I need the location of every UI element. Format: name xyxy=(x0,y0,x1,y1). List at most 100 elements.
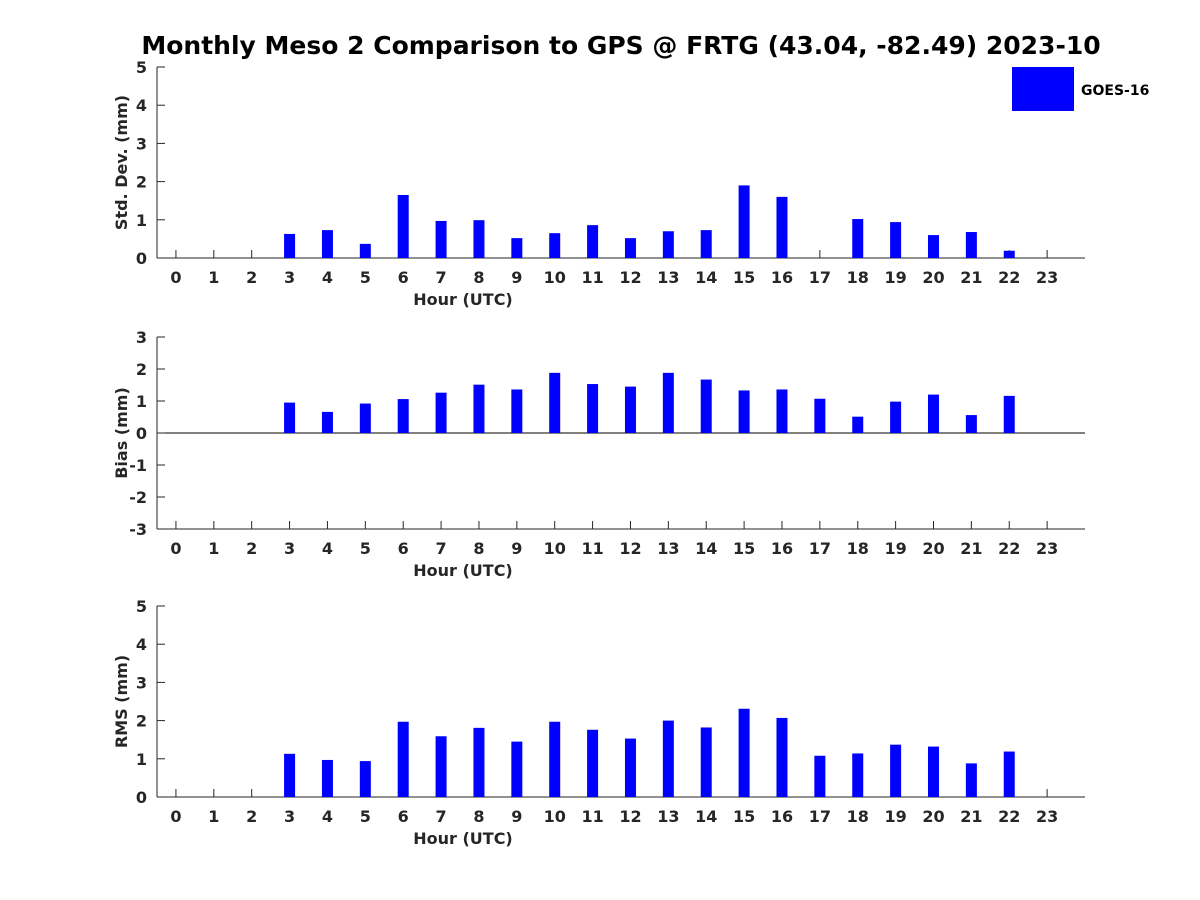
bar-hour-19 xyxy=(890,744,902,797)
bar-hour-19 xyxy=(890,222,902,258)
bar-hour-14 xyxy=(700,727,712,797)
y-tick-label: 2 xyxy=(136,173,147,192)
bar-hour-6 xyxy=(397,194,409,258)
x-tick-label: 10 xyxy=(544,268,566,287)
x-tick-label: 12 xyxy=(619,268,641,287)
x-tick-label: 16 xyxy=(771,268,793,287)
bar-hour-11 xyxy=(587,384,599,433)
x-axis-label: Hour (UTC) xyxy=(413,290,513,309)
x-axis-label: Hour (UTC) xyxy=(413,561,513,580)
y-tick-label: 4 xyxy=(136,96,147,115)
x-tick-label: 23 xyxy=(1036,539,1058,558)
bar-hour-15 xyxy=(738,708,750,797)
legend: GOES-16 xyxy=(1012,67,1149,111)
x-tick-label: 2 xyxy=(246,807,257,826)
x-tick-label: 14 xyxy=(695,807,717,826)
y-axis-label: RMS (mm) xyxy=(112,655,131,748)
x-tick-label: 10 xyxy=(544,807,566,826)
x-tick-label: 4 xyxy=(322,539,333,558)
x-tick-label: 6 xyxy=(398,807,409,826)
x-tick-label: 21 xyxy=(960,539,982,558)
bar-hour-20 xyxy=(927,394,939,433)
y-tick-label: -2 xyxy=(129,488,147,507)
bar-hour-9 xyxy=(511,238,523,258)
bar-hour-20 xyxy=(927,235,939,258)
legend-swatch xyxy=(1012,67,1074,111)
x-tick-label: 3 xyxy=(284,539,295,558)
x-tick-label: 17 xyxy=(809,268,831,287)
bar-hour-12 xyxy=(624,386,636,433)
x-tick-label: 12 xyxy=(619,807,641,826)
x-axis-label: Hour (UTC) xyxy=(413,829,513,848)
bar-hour-10 xyxy=(549,233,561,258)
x-tick-label: 15 xyxy=(733,268,755,287)
x-tick-label: 15 xyxy=(733,539,755,558)
y-axis-label: Std. Dev. (mm) xyxy=(112,95,131,230)
x-tick-label: 18 xyxy=(847,268,869,287)
bar-hour-12 xyxy=(624,238,636,258)
bar-hour-19 xyxy=(890,401,902,433)
bar-hour-12 xyxy=(624,738,636,797)
bar-hour-21 xyxy=(965,415,977,433)
bar-hour-3 xyxy=(284,233,296,258)
y-tick-label: 2 xyxy=(136,712,147,731)
x-tick-label: 21 xyxy=(960,807,982,826)
x-tick-label: 16 xyxy=(771,539,793,558)
bar-hour-13 xyxy=(662,231,674,258)
x-tick-label: 9 xyxy=(511,539,522,558)
y-tick-label: 3 xyxy=(136,328,147,347)
x-tick-label: 4 xyxy=(322,807,333,826)
x-tick-label: 14 xyxy=(695,539,717,558)
bar-hour-20 xyxy=(927,746,939,797)
y-tick-label: 0 xyxy=(136,424,147,443)
x-tick-label: 5 xyxy=(360,539,371,558)
chart-title: Monthly Meso 2 Comparison to GPS @ FRTG … xyxy=(141,31,1100,60)
y-tick-label: 4 xyxy=(136,635,147,654)
x-tick-label: 13 xyxy=(657,807,679,826)
bar-hour-9 xyxy=(511,389,523,433)
bar-hour-11 xyxy=(587,225,599,258)
y-axis-label: Bias (mm) xyxy=(112,387,131,479)
x-tick-label: 3 xyxy=(284,268,295,287)
bar-hour-5 xyxy=(359,243,371,258)
x-tick-label: 22 xyxy=(998,807,1020,826)
x-tick-label: 19 xyxy=(884,268,906,287)
y-tick-label: 3 xyxy=(136,134,147,153)
bar-hour-3 xyxy=(284,402,296,433)
bar-hour-8 xyxy=(473,384,485,433)
bar-hour-16 xyxy=(776,389,788,433)
x-tick-label: 6 xyxy=(398,268,409,287)
x-tick-label: 19 xyxy=(884,807,906,826)
y-tick-label: 0 xyxy=(136,788,147,807)
y-tick-label: 3 xyxy=(136,673,147,692)
x-tick-label: 3 xyxy=(284,807,295,826)
bar-hour-18 xyxy=(852,219,864,258)
x-tick-label: 5 xyxy=(360,268,371,287)
x-tick-label: 8 xyxy=(473,807,484,826)
x-tick-label: 7 xyxy=(436,807,447,826)
bar-hour-17 xyxy=(814,755,826,797)
x-tick-label: 18 xyxy=(847,539,869,558)
x-tick-label: 1 xyxy=(208,539,219,558)
x-tick-label: 23 xyxy=(1036,807,1058,826)
bar-hour-22 xyxy=(1003,751,1015,797)
x-tick-label: 0 xyxy=(170,268,181,287)
bar-hour-4 xyxy=(321,230,333,258)
x-tick-label: 13 xyxy=(657,539,679,558)
x-tick-label: 16 xyxy=(771,807,793,826)
x-tick-label: 20 xyxy=(922,539,944,558)
x-tick-label: 9 xyxy=(511,807,522,826)
x-tick-label: 22 xyxy=(998,539,1020,558)
x-tick-label: 11 xyxy=(581,268,603,287)
x-tick-label: 7 xyxy=(436,539,447,558)
bar-hour-10 xyxy=(549,721,561,797)
bar-hour-6 xyxy=(397,721,409,797)
y-tick-label: 1 xyxy=(136,392,147,411)
x-tick-label: 20 xyxy=(922,268,944,287)
bar-hour-4 xyxy=(321,411,333,433)
x-tick-label: 7 xyxy=(436,268,447,287)
bar-hour-14 xyxy=(700,379,712,433)
